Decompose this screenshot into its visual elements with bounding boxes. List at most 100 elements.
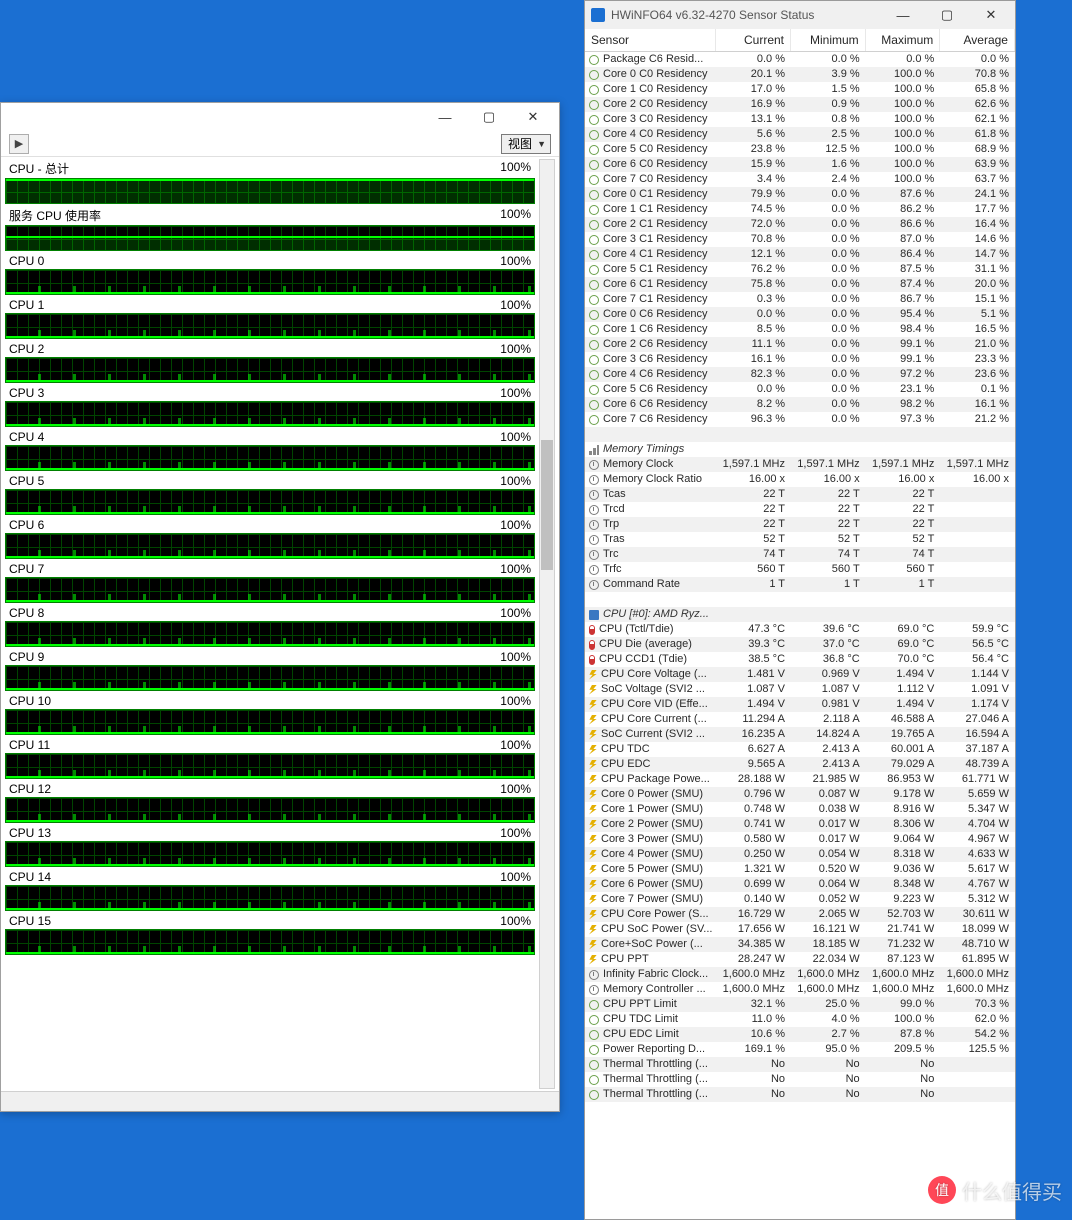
sensor-row[interactable]: Power Reporting D...169.1 %95.0 %209.5 %… (585, 1042, 1015, 1057)
col-maximum[interactable]: Maximum (866, 29, 941, 51)
sensor-row[interactable]: Trc74 T74 T74 T (585, 547, 1015, 562)
sensor-row[interactable]: Core 5 C6 Residency0.0 %0.0 %23.1 %0.1 % (585, 382, 1015, 397)
sensor-row[interactable]: Memory Controller ...1,600.0 MHz1,600.0 … (585, 982, 1015, 997)
col-average[interactable]: Average (940, 29, 1015, 51)
sensor-minimum: 37.0 °C (791, 637, 866, 652)
sensor-row[interactable]: Core 5 Power (SMU)1.321 W0.520 W9.036 W5… (585, 862, 1015, 877)
sensor-section-header[interactable]: CPU [#0]: AMD Ryz... (585, 607, 1015, 622)
sensor-row[interactable]: Memory Clock1,597.1 MHz1,597.1 MHz1,597.… (585, 457, 1015, 472)
ring-icon (589, 85, 599, 95)
perf-row-percent: 100% (500, 826, 531, 840)
sensor-row[interactable]: Core 0 C0 Residency20.1 %3.9 %100.0 %70.… (585, 67, 1015, 82)
sensor-row[interactable]: Memory Clock Ratio16.00 x16.00 x16.00 x1… (585, 472, 1015, 487)
hw-minimize-button[interactable]: — (881, 1, 925, 29)
sensor-section-header[interactable]: Memory Timings (585, 442, 1015, 457)
sensor-row[interactable]: Core 6 C6 Residency8.2 %0.0 %98.2 %16.1 … (585, 397, 1015, 412)
sensor-row[interactable]: Core 7 C0 Residency3.4 %2.4 %100.0 %63.7… (585, 172, 1015, 187)
sensor-row[interactable]: Core 1 Power (SMU)0.748 W0.038 W8.916 W5… (585, 802, 1015, 817)
sensor-row[interactable]: Core+SoC Power (...34.385 W18.185 W71.23… (585, 937, 1015, 952)
sensor-row[interactable]: Trfc560 T560 T560 T (585, 562, 1015, 577)
sensor-row[interactable]: Core 2 C0 Residency16.9 %0.9 %100.0 %62.… (585, 97, 1015, 112)
close-button[interactable]: ✕ (511, 103, 555, 131)
sensor-row[interactable]: CPU EDC9.565 A2.413 A79.029 A48.739 A (585, 757, 1015, 772)
sensor-row[interactable]: Trp22 T22 T22 T (585, 517, 1015, 532)
perf-scrollbar[interactable] (539, 159, 555, 1089)
sensor-row[interactable]: Core 7 Power (SMU)0.140 W0.052 W9.223 W5… (585, 892, 1015, 907)
col-current[interactable]: Current (716, 29, 791, 51)
col-minimum[interactable]: Minimum (791, 29, 866, 51)
sensor-row[interactable]: CPU Core Power (S...16.729 W2.065 W52.70… (585, 907, 1015, 922)
sensor-maximum: 23.1 % (866, 382, 941, 397)
sensor-minimum: 2.118 A (791, 712, 866, 727)
sensor-row[interactable]: Thermal Throttling (...NoNoNo (585, 1057, 1015, 1072)
sensor-row[interactable]: CPU SoC Power (SV...17.656 W16.121 W21.7… (585, 922, 1015, 937)
sensor-row[interactable]: Core 4 Power (SMU)0.250 W0.054 W8.318 W4… (585, 847, 1015, 862)
sensor-row[interactable]: Core 3 C1 Residency70.8 %0.0 %87.0 %14.6… (585, 232, 1015, 247)
sensor-row[interactable]: CPU PPT Limit32.1 %25.0 %99.0 %70.3 % (585, 997, 1015, 1012)
sensor-row[interactable]: CPU TDC Limit11.0 %4.0 %100.0 %62.0 % (585, 1012, 1015, 1027)
sensor-row[interactable]: Core 1 C1 Residency74.5 %0.0 %86.2 %17.7… (585, 202, 1015, 217)
sensor-row[interactable]: Thermal Throttling (...NoNoNo (585, 1072, 1015, 1087)
sensor-row[interactable]: Thermal Throttling (...NoNoNo (585, 1087, 1015, 1102)
sensor-row[interactable]: Tcas22 T22 T22 T (585, 487, 1015, 502)
sensor-row[interactable]: Core 6 Power (SMU)0.699 W0.064 W8.348 W4… (585, 877, 1015, 892)
sensor-row[interactable]: CPU EDC Limit10.6 %2.7 %87.8 %54.2 % (585, 1027, 1015, 1042)
sensor-row[interactable]: Command Rate1 T1 T1 T (585, 577, 1015, 592)
hw-maximize-button[interactable]: ▢ (925, 1, 969, 29)
sensor-minimum: 0.0 % (791, 337, 866, 352)
sensor-row[interactable]: CPU (Tctl/Tdie)47.3 °C39.6 °C69.0 °C59.9… (585, 622, 1015, 637)
sensor-row[interactable]: CPU CCD1 (Tdie)38.5 °C36.8 °C70.0 °C56.4… (585, 652, 1015, 667)
sensor-row[interactable]: CPU TDC6.627 A2.413 A60.001 A37.187 A (585, 742, 1015, 757)
sensor-row[interactable]: Core 0 Power (SMU)0.796 W0.087 W9.178 W5… (585, 787, 1015, 802)
sensor-row[interactable]: SoC Current (SVI2 ...16.235 A14.824 A19.… (585, 727, 1015, 742)
perf-row-percent: 100% (500, 914, 531, 928)
sensor-row[interactable]: Core 4 C6 Residency82.3 %0.0 %97.2 %23.6… (585, 367, 1015, 382)
minimize-button[interactable]: — (423, 103, 467, 131)
sensor-row[interactable]: CPU Die (average)39.3 °C37.0 °C69.0 °C56… (585, 637, 1015, 652)
sensor-row[interactable]: Core 6 C0 Residency15.9 %1.6 %100.0 %63.… (585, 157, 1015, 172)
hwinfo-titlebar[interactable]: HWiNFO64 v6.32-4270 Sensor Status — ▢ ✕ (585, 1, 1015, 29)
sensor-row[interactable]: Core 5 C1 Residency76.2 %0.0 %87.5 %31.1… (585, 262, 1015, 277)
sensor-row[interactable]: Core 3 Power (SMU)0.580 W0.017 W9.064 W4… (585, 832, 1015, 847)
sensor-row[interactable]: Infinity Fabric Clock...1,600.0 MHz1,600… (585, 967, 1015, 982)
sensor-row[interactable]: Core 5 C0 Residency23.8 %12.5 %100.0 %68… (585, 142, 1015, 157)
perf-titlebar[interactable]: — ▢ ✕ (1, 103, 559, 131)
sensor-row[interactable]: Core 3 C6 Residency16.1 %0.0 %99.1 %23.3… (585, 352, 1015, 367)
sensor-row[interactable]: Core 6 C1 Residency75.8 %0.0 %87.4 %20.0… (585, 277, 1015, 292)
sensor-current: 1 T (716, 577, 791, 592)
perf-scroll-thumb[interactable] (541, 440, 553, 570)
sensor-row[interactable]: Tras52 T52 T52 T (585, 532, 1015, 547)
perf-row: CPU 7100% (5, 561, 535, 603)
play-button[interactable]: ▶ (9, 134, 29, 154)
sensor-row[interactable]: Core 1 C6 Residency8.5 %0.0 %98.4 %16.5 … (585, 322, 1015, 337)
sensor-row[interactable]: CPU PPT28.247 W22.034 W87.123 W61.895 W (585, 952, 1015, 967)
sensor-row[interactable]: CPU Core VID (Effe...1.494 V0.981 V1.494… (585, 697, 1015, 712)
hwinfo-app-icon (591, 8, 605, 22)
sensor-maximum: 22 T (866, 487, 941, 502)
sensor-row[interactable]: Core 4 C1 Residency12.1 %0.0 %86.4 %14.7… (585, 247, 1015, 262)
sensor-row[interactable]: Core 4 C0 Residency5.6 %2.5 %100.0 %61.8… (585, 127, 1015, 142)
sensor-row[interactable]: Core 1 C0 Residency17.0 %1.5 %100.0 %65.… (585, 82, 1015, 97)
sensor-row[interactable]: SoC Voltage (SVI2 ...1.087 V1.087 V1.112… (585, 682, 1015, 697)
sensor-row[interactable]: Core 7 C1 Residency0.3 %0.0 %86.7 %15.1 … (585, 292, 1015, 307)
maximize-button[interactable]: ▢ (467, 103, 511, 131)
sensor-row[interactable]: Package C6 Resid...0.0 %0.0 %0.0 %0.0 % (585, 52, 1015, 67)
sensor-minimum: 0.0 % (791, 352, 866, 367)
view-dropdown[interactable]: 视图 (501, 134, 551, 154)
sensor-row[interactable]: Core 0 C1 Residency79.9 %0.0 %87.6 %24.1… (585, 187, 1015, 202)
sensor-row[interactable]: CPU Core Current (...11.294 A2.118 A46.5… (585, 712, 1015, 727)
sensor-row[interactable]: CPU Package Powe...28.188 W21.985 W86.95… (585, 772, 1015, 787)
hw-close-button[interactable]: ✕ (969, 1, 1013, 29)
sensor-current: 38.5 °C (716, 652, 791, 667)
sensor-row[interactable]: Core 0 C6 Residency0.0 %0.0 %95.4 %5.1 % (585, 307, 1015, 322)
sensor-row[interactable]: Core 3 C0 Residency13.1 %0.8 %100.0 %62.… (585, 112, 1015, 127)
sensor-row[interactable]: CPU Core Voltage (...1.481 V0.969 V1.494… (585, 667, 1015, 682)
sensor-row[interactable]: Core 2 Power (SMU)0.741 W0.017 W8.306 W4… (585, 817, 1015, 832)
sensor-maximum: 1,600.0 MHz (866, 967, 941, 982)
sensor-row[interactable]: Core 7 C6 Residency96.3 %0.0 %97.3 %21.2… (585, 412, 1015, 427)
sensor-row[interactable]: Core 2 C1 Residency72.0 %0.0 %86.6 %16.4… (585, 217, 1015, 232)
sensor-current: 0.0 % (716, 52, 791, 67)
sensor-row[interactable]: Core 2 C6 Residency11.1 %0.0 %99.1 %21.0… (585, 337, 1015, 352)
sensor-row[interactable]: Trcd22 T22 T22 T (585, 502, 1015, 517)
col-sensor[interactable]: Sensor (585, 29, 716, 51)
